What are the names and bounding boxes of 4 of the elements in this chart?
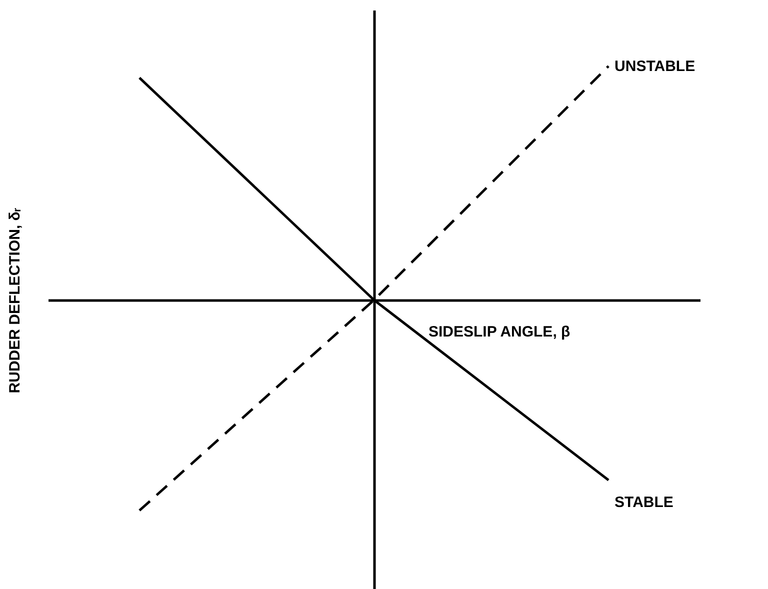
series-label: STABLE — [614, 494, 674, 512]
x-axis-title: SIDESLIP ANGLE, β — [428, 324, 570, 340]
y-axis-title: RUDDER DEFLECTION, δᵣ — [6, 208, 24, 394]
series-label: UNSTABLE — [614, 58, 696, 76]
